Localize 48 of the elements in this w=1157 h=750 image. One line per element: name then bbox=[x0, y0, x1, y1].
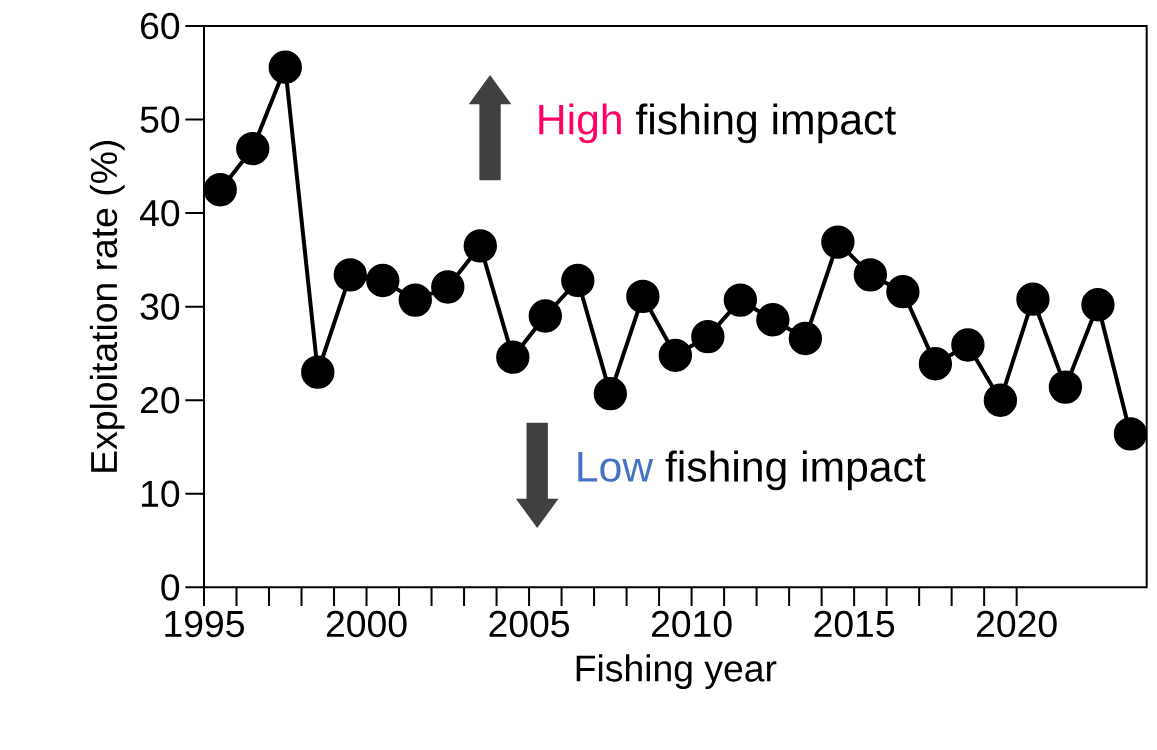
point bbox=[301, 355, 335, 389]
point bbox=[561, 263, 595, 298]
point bbox=[886, 275, 920, 309]
point bbox=[463, 229, 497, 263]
point bbox=[1113, 417, 1148, 451]
y-tick-label: 40 bbox=[139, 199, 180, 227]
point bbox=[918, 347, 953, 381]
point bbox=[398, 283, 432, 317]
point bbox=[1048, 370, 1083, 404]
point bbox=[203, 173, 237, 207]
y-tick-label: 10 bbox=[141, 480, 180, 507]
y-tick-label: 20 bbox=[140, 387, 180, 414]
point bbox=[1081, 288, 1115, 322]
point bbox=[723, 283, 758, 317]
point bbox=[528, 299, 562, 333]
y-tick-label: 0 bbox=[161, 574, 180, 601]
point bbox=[236, 131, 270, 166]
x-tick-label: 1995 bbox=[165, 610, 244, 638]
x-tick-label: 2005 bbox=[489, 610, 569, 638]
x-axis-title: Fishing year bbox=[576, 654, 777, 690]
point bbox=[1016, 282, 1050, 316]
point bbox=[788, 321, 823, 356]
annotation: fishing impact bbox=[665, 450, 926, 491]
point bbox=[658, 338, 693, 372]
y-tick-label: 60 bbox=[141, 12, 180, 40]
point bbox=[626, 279, 660, 314]
x-tick-label: 2015 bbox=[814, 610, 895, 638]
point bbox=[593, 377, 627, 411]
point bbox=[853, 258, 888, 292]
point bbox=[983, 383, 1018, 417]
x-tick-label: 2000 bbox=[326, 610, 407, 638]
point bbox=[756, 303, 790, 337]
y-axis-title: Exploitation rate (%) bbox=[89, 140, 125, 472]
point bbox=[268, 50, 302, 84]
x-tick-label: 2020 bbox=[977, 610, 1057, 638]
y-tick-label: 50 bbox=[140, 106, 180, 133]
point bbox=[496, 340, 530, 374]
point bbox=[951, 328, 985, 362]
point bbox=[821, 225, 855, 259]
x-tick-label: 2010 bbox=[651, 610, 732, 638]
annotation: High bbox=[539, 103, 621, 144]
y-tick-label: 30 bbox=[140, 293, 180, 320]
annotation: Low bbox=[578, 452, 654, 482]
annotation: fishing impact bbox=[636, 103, 896, 144]
point bbox=[366, 263, 400, 298]
point bbox=[333, 258, 367, 292]
point bbox=[431, 270, 465, 304]
point bbox=[691, 319, 725, 354]
